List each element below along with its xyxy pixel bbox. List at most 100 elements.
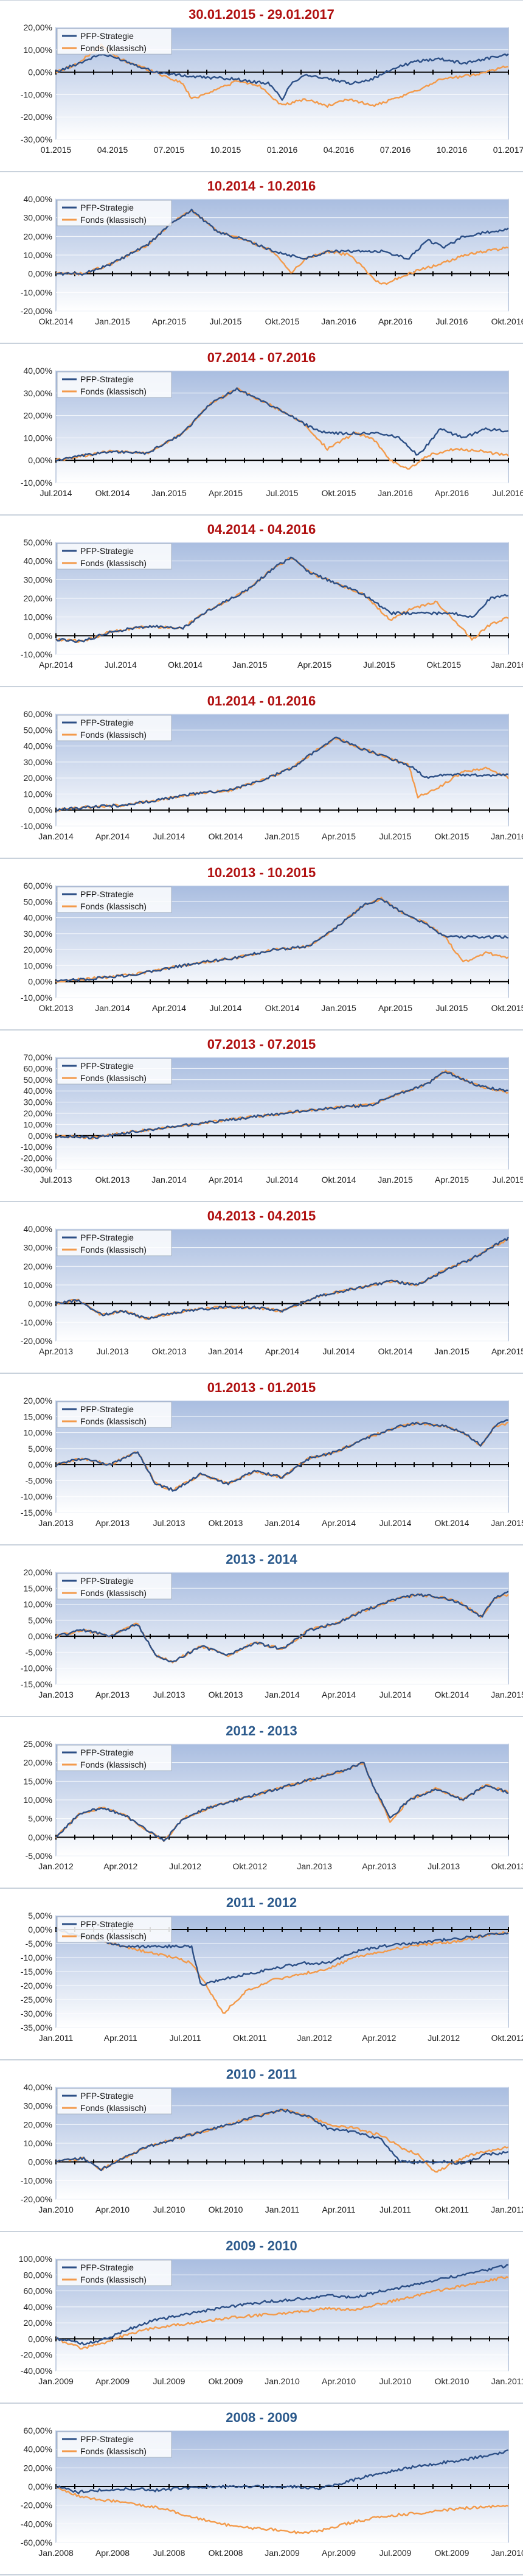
x-tick-label: Apr.2014	[322, 1690, 356, 1699]
legend-label-strategy: PFP-Strategie	[80, 546, 134, 556]
x-tick-label: Jan.2011	[491, 2376, 523, 2386]
x-tick-label: Jan.2014	[95, 1003, 130, 1013]
x-tick-label: Jan.2016	[491, 831, 523, 841]
chart-svg: 20,00%10,00%0,00%-10,00%-20,00%-30,00%01…	[21, 23, 523, 155]
legend: PFP-Strategie Fonds (klassisch)	[57, 371, 172, 398]
x-tick-label: Jan.2010	[491, 2548, 523, 2558]
y-tick-label: 30,00%	[24, 2101, 52, 2111]
x-tick-label: Jul.2014	[266, 1175, 299, 1185]
y-tick-label: 60,00%	[24, 2286, 52, 2296]
y-tick-label: 80,00%	[24, 2270, 52, 2280]
x-tick-label: Jul.2013	[428, 1861, 460, 1871]
chart-title: 04.2013 - 04.2015	[207, 1208, 316, 1223]
y-tick-label: -40,00%	[21, 2366, 52, 2376]
x-tick-label: Okt.2013	[39, 1003, 74, 1013]
y-tick-label: 0,00%	[28, 1460, 52, 1469]
x-tick-label: Jul.2013	[153, 1518, 185, 1528]
x-tick-label: Okt.2015	[426, 660, 461, 670]
x-tick-label: Okt.2015	[265, 317, 300, 326]
y-tick-label: 10,00%	[24, 1795, 52, 1805]
y-tick-label: -5,00%	[26, 1851, 52, 1861]
legend-box	[57, 28, 172, 55]
x-tick-label: Okt.2010	[435, 2376, 469, 2386]
x-tick-label: Apr.2010	[322, 2376, 356, 2386]
chart-svg: 40,00% 30,00% 20,00% 10,00% 0,00% -10,00% -20,…	[21, 194, 523, 326]
x-tick-label: 07.2015	[154, 145, 185, 155]
x-tick-label: Okt.2009	[435, 2548, 469, 2558]
chart-svg: 20,00% 15,00% 10,00% 5,00% 0,00% -5,00% -10,00…	[21, 1396, 523, 1528]
legend: PFP-Strategie Fonds (klassisch)	[57, 1230, 172, 1256]
legend-label-fund: Fonds (klassisch)	[80, 901, 147, 911]
legend-box	[57, 543, 172, 570]
x-tick-label: Okt.2014	[209, 831, 243, 841]
chart-svg: 5,00% 0,00% -5,00% -10,00% -15,00% -20,00% -25…	[21, 1911, 523, 2043]
x-tick-label: Apr.2012	[362, 2033, 396, 2043]
series-line-strategy	[55, 208, 509, 276]
legend-label-strategy: PFP-Strategie	[80, 1061, 134, 1071]
y-tick-label: -10,00%	[21, 1664, 52, 1673]
chart-title: 2012 - 2013	[226, 1723, 297, 1738]
legend-box	[57, 1745, 172, 1771]
y-tick-label: 30,00%	[24, 1243, 52, 1253]
chart-title: 07.2014 - 07.2016	[207, 350, 316, 365]
x-tick-label: 10.2015	[210, 145, 241, 155]
y-tick-label: 0,00%	[28, 2482, 52, 2491]
chart-svg: 70,00%60,00% 50,00%40,00%30,00%20,00%10,0…	[21, 1052, 523, 1185]
y-tick-label: 40,00%	[24, 1224, 52, 1234]
legend-label-fund: Fonds (klassisch)	[80, 2275, 147, 2284]
legend-label-strategy: PFP-Strategie	[80, 1233, 134, 1242]
y-tick-label: 100,00%	[19, 2254, 52, 2264]
y-tick-label: 5,00%	[28, 1814, 52, 1824]
chart-title: 04.2014 - 04.2016	[207, 522, 316, 537]
x-tick-label: Jul.2016	[493, 488, 523, 498]
y-tick-label: 30,00%	[24, 929, 52, 939]
y-tick-label: -60,00%	[21, 2538, 52, 2547]
x-tick-label: Jul.2014	[379, 1690, 412, 1699]
y-tick-label: 40,00%	[24, 1086, 52, 1096]
x-tick-label: Jan.2015	[378, 1175, 413, 1185]
y-tick-label: -20,00%	[21, 1336, 52, 1346]
chart-panel: 2010 - 2011 40,00% 30,00% 20,00% 10,00% 0,00%…	[0, 2060, 523, 2231]
x-tick-label: Apr.2013	[95, 1518, 130, 1528]
chart-panel: 01.2014 - 01.2016 60,00% 50,00% 40,00% 30,00…	[0, 687, 523, 858]
y-tick-label: 40,00%	[24, 556, 52, 566]
y-tick-label: 40,00%	[24, 194, 52, 204]
y-tick-label: 10,00%	[24, 789, 52, 799]
legend: PFP-Strategie Fonds (klassisch)	[57, 1058, 172, 1085]
x-tick-label: Jul.2010	[153, 2205, 185, 2214]
series-line-strategy	[55, 1591, 509, 1663]
series-line-strategy	[55, 387, 509, 461]
x-tick-label: Jul.2015	[363, 660, 395, 670]
x-tick-label: Jan.2016	[378, 488, 413, 498]
x-tick-label: Jan.2009	[265, 2548, 300, 2558]
y-tick-label: -30,00%	[21, 2009, 52, 2018]
x-tick-label: Okt.2008	[209, 2548, 243, 2558]
y-tick-label: 0,00%	[28, 1925, 52, 1934]
y-tick-label: 0,00%	[28, 68, 52, 77]
legend: PFP-Strategie Fonds (klassisch)	[57, 2259, 172, 2286]
y-tick-label: -10,00%	[21, 649, 52, 659]
y-tick-label: 0,00%	[28, 269, 52, 279]
legend-box	[57, 715, 172, 741]
legend-label-strategy: PFP-Strategie	[80, 1404, 134, 1414]
x-tick-label: Jul.2015	[493, 1175, 523, 1185]
y-tick-label: 0,00%	[28, 2157, 52, 2167]
y-tick-label: 5,00%	[28, 1615, 52, 1625]
y-tick-label: -25,00%	[21, 1995, 52, 2004]
x-tick-label: Okt.2014	[95, 488, 130, 498]
x-tick-label: Jan.2011	[39, 2033, 74, 2043]
chart-panel: 2009 - 2010 100,00% 80,00% 60,00% 40,00% 20,0…	[0, 2231, 523, 2403]
y-tick-label: -10,00%	[21, 821, 52, 831]
y-tick-label: 20,00%	[24, 411, 52, 421]
x-tick-label: Okt.2009	[209, 2376, 243, 2386]
x-tick-label: Apr.2009	[95, 2376, 130, 2386]
y-tick-label: 10,00%	[24, 1280, 52, 1290]
x-tick-label: 04.2015	[97, 145, 128, 155]
series-line-strategy	[55, 2264, 509, 2346]
x-tick-label: Jul.2015	[210, 317, 242, 326]
chart-title: 10.2014 - 10.2016	[207, 178, 316, 194]
series-line-strategy	[55, 2109, 509, 2172]
x-tick-label: Okt.2013	[491, 1861, 523, 1871]
chart-svg: 40,00%30,00%20,00%10,00%0,00%-10,00%Jul.…	[21, 366, 523, 498]
x-tick-label: 07.2016	[380, 145, 411, 155]
